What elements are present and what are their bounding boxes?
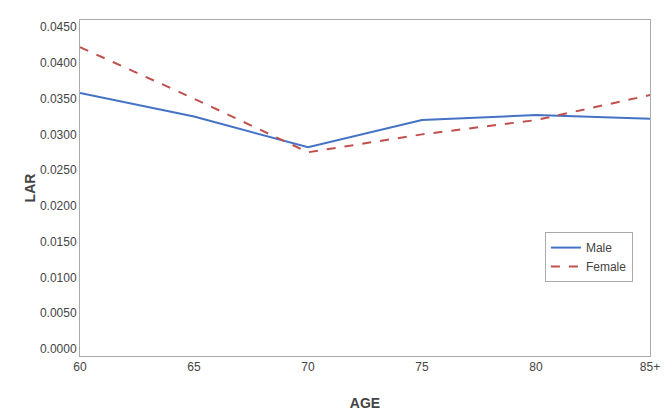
svg-text:0.0350: 0.0350 bbox=[40, 92, 77, 106]
svg-text:LAR: LAR bbox=[22, 174, 38, 203]
svg-text:75: 75 bbox=[415, 360, 429, 374]
svg-text:0.0250: 0.0250 bbox=[40, 163, 77, 177]
svg-text:0.0050: 0.0050 bbox=[40, 306, 77, 320]
svg-text:0.0400: 0.0400 bbox=[40, 56, 77, 70]
svg-text:0.0200: 0.0200 bbox=[40, 199, 77, 213]
svg-text:Female: Female bbox=[586, 260, 626, 274]
svg-text:AGE: AGE bbox=[350, 395, 380, 411]
svg-text:80: 80 bbox=[529, 360, 543, 374]
svg-text:65: 65 bbox=[187, 360, 201, 374]
svg-text:0.0150: 0.0150 bbox=[40, 235, 77, 249]
svg-text:0.0000: 0.0000 bbox=[40, 342, 77, 356]
svg-text:0.0100: 0.0100 bbox=[40, 271, 77, 285]
svg-text:Male: Male bbox=[586, 241, 612, 255]
svg-text:70: 70 bbox=[301, 360, 315, 374]
svg-text:0.0300: 0.0300 bbox=[40, 128, 77, 142]
svg-text:60: 60 bbox=[73, 360, 87, 374]
svg-text:0.0450: 0.0450 bbox=[40, 20, 77, 34]
svg-text:85+: 85+ bbox=[640, 360, 660, 374]
